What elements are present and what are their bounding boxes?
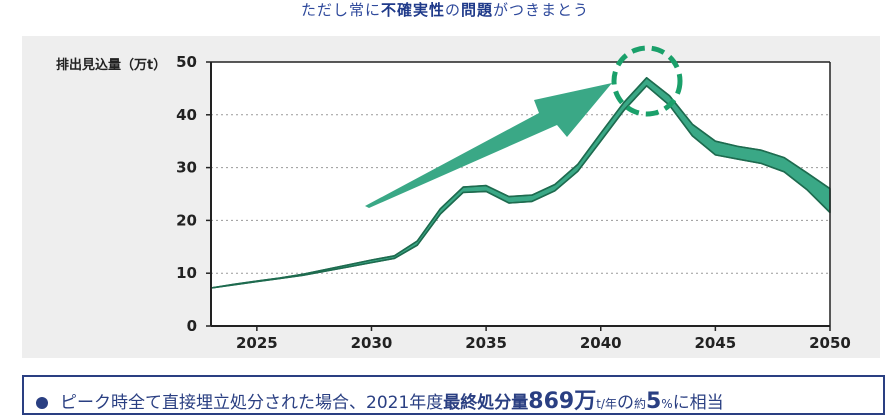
footer-part: 最終処分量 [443, 393, 529, 413]
x-tick-label: 2050 [809, 334, 851, 352]
footer-part: t/年 [596, 397, 617, 411]
y-tick-label: 40 [176, 106, 197, 124]
x-tick-label: 2025 [236, 334, 278, 352]
x-tick-label: 2040 [580, 334, 622, 352]
footer-part: 869万 [528, 389, 597, 414]
trend-arrow-annotation [365, 83, 612, 208]
subtitle-part: がつきまとう [493, 1, 590, 19]
y-tick-label: 30 [176, 159, 197, 177]
series-line-1 [210, 76, 831, 289]
subtitle-part: ただし常に [300, 1, 381, 19]
peak-circle-annotation [611, 45, 683, 117]
footer-part: 約 [633, 397, 646, 411]
footer-part: % [661, 397, 673, 411]
subtitle-part: の [444, 1, 461, 19]
y-tick-label: 0 [187, 317, 197, 335]
y-tick-label: 50 [176, 53, 197, 71]
chart-panel: 0 10 20 30 40 50 2025 2030 2035 2040 2045 2050 排出見込量… [22, 36, 880, 358]
footer-part: ピーク時全て直接埋立処分された場合、2021年度 [60, 393, 444, 413]
y-tick-label: 20 [176, 211, 197, 229]
plot-area [211, 62, 830, 326]
subtitle-part: 問題 [461, 1, 494, 19]
bullet-icon [36, 397, 48, 409]
footer-text: ピーク時全て直接埋立処分された場合、2021年度最終処分量869万t/年の約5%… [60, 389, 724, 414]
subtitle-part: 不確実性 [380, 1, 445, 19]
footer-part: 5 [645, 389, 662, 414]
series-line-0 [210, 84, 831, 289]
footer-part: の [616, 393, 634, 413]
x-tick-label: 2035 [465, 334, 507, 352]
y-axis-label: 排出見込量（万t） [56, 57, 166, 73]
y-tick-label: 10 [176, 264, 197, 282]
footer-part: に相当 [672, 393, 724, 413]
x-tick-label: 2045 [694, 334, 736, 352]
subtitle: ただし常に不確実性の問題がつきまとう [0, 0, 890, 22]
footer-note: ピーク時全て直接埋立処分された場合、2021年度最終処分量869万t/年の約5%… [22, 375, 885, 415]
x-tick-label: 2030 [351, 334, 393, 352]
